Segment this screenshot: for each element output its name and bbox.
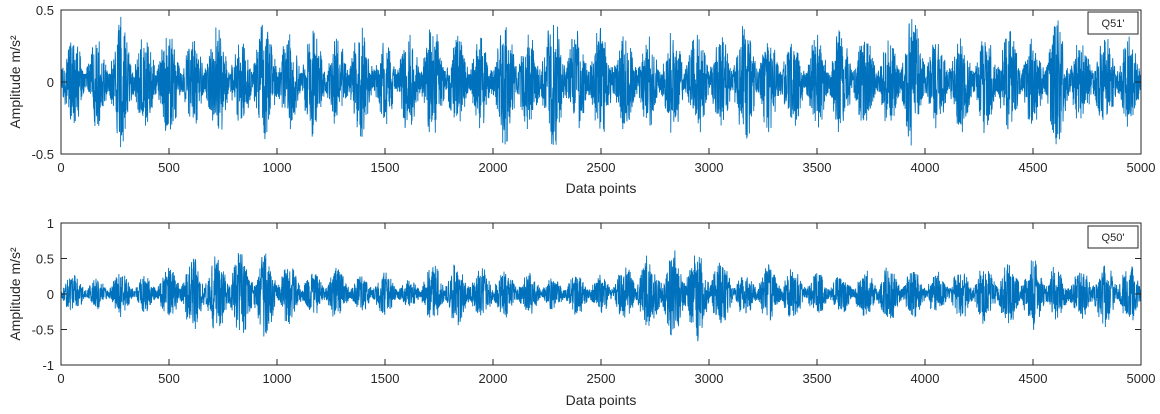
top-x-tick-label: 1000	[263, 160, 292, 175]
top-y-ticks: 0.5 0 -0.5	[32, 3, 1141, 162]
top-chart-panel: 0 500 1000 1500 2000 2500 3000 3500 4000 4500 5000…	[7, 3, 1155, 196]
top-x-tick-label: 500	[158, 160, 180, 175]
top-legend: Q51'	[1087, 11, 1139, 35]
bottom-y-ticks: 1 0.5 0 -0.5 -1	[32, 216, 1141, 373]
bottom-signal-layer	[60, 250, 1142, 342]
top-series-line	[60, 16, 1142, 148]
bottom-legend: Q50'	[1087, 225, 1139, 249]
bottom-x-tick-label: 2500	[587, 371, 616, 386]
bottom-y-tick-label: 0.5	[36, 252, 54, 267]
top-y-axis-label: Amplitude m/s²	[7, 35, 23, 129]
bottom-x-tick-label: 1500	[371, 371, 400, 386]
bottom-chart-panel: 0 500 1000 1500 2000 2500 3000 3500 4000 4500 5000…	[7, 216, 1155, 408]
top-x-tick-label: 2500	[587, 160, 616, 175]
bottom-x-tick-label: 3500	[803, 371, 832, 386]
top-legend-box	[1087, 11, 1139, 35]
top-legend-label: Q51'	[1102, 18, 1125, 30]
bottom-legend-label: Q50'	[1102, 232, 1125, 244]
bottom-y-tick-label: -1	[42, 358, 54, 373]
top-y-tick-label: -0.5	[32, 147, 54, 162]
top-x-tick-label: 5000	[1127, 160, 1156, 175]
bottom-x-tick-label: 0	[57, 371, 64, 386]
top-x-tick-label: 2000	[479, 160, 508, 175]
top-x-tick-label: 3500	[803, 160, 832, 175]
top-x-tick-label: 0	[57, 160, 64, 175]
top-y-tick-label: 0	[47, 75, 54, 90]
bottom-series-line	[60, 250, 1142, 342]
top-x-tick-label: 1500	[371, 160, 400, 175]
top-x-ticks: 0 500 1000 1500 2000 2500 3000 3500 4000 4500 5000	[57, 10, 1155, 175]
top-x-tick-label: 4500	[1019, 160, 1048, 175]
bottom-legend-box	[1087, 225, 1139, 249]
bottom-x-tick-label: 500	[158, 371, 180, 386]
bottom-y-axis-label: Amplitude m/s²	[7, 247, 23, 341]
bottom-x-tick-label: 2000	[479, 371, 508, 386]
bottom-x-axis-label: Data points	[566, 392, 637, 408]
top-x-tick-label: 4000	[911, 160, 940, 175]
top-x-tick-label: 3000	[695, 160, 724, 175]
bottom-x-ticks: 0 500 1000 1500 2000 2500 3000 3500 4000 4500 5000	[57, 223, 1155, 386]
top-signal-layer	[60, 16, 1142, 148]
bottom-x-tick-label: 4000	[911, 371, 940, 386]
bottom-x-tick-label: 3000	[695, 371, 724, 386]
bottom-y-tick-label: 1	[47, 216, 54, 231]
bottom-x-tick-label: 5000	[1127, 371, 1156, 386]
bottom-y-tick-label: 0	[47, 287, 54, 302]
bottom-x-tick-label: 1000	[263, 371, 292, 386]
bottom-x-tick-label: 4500	[1019, 371, 1048, 386]
bottom-y-tick-label: -0.5	[32, 323, 54, 338]
top-x-axis-label: Data points	[566, 180, 637, 196]
top-y-tick-label: 0.5	[36, 3, 54, 18]
